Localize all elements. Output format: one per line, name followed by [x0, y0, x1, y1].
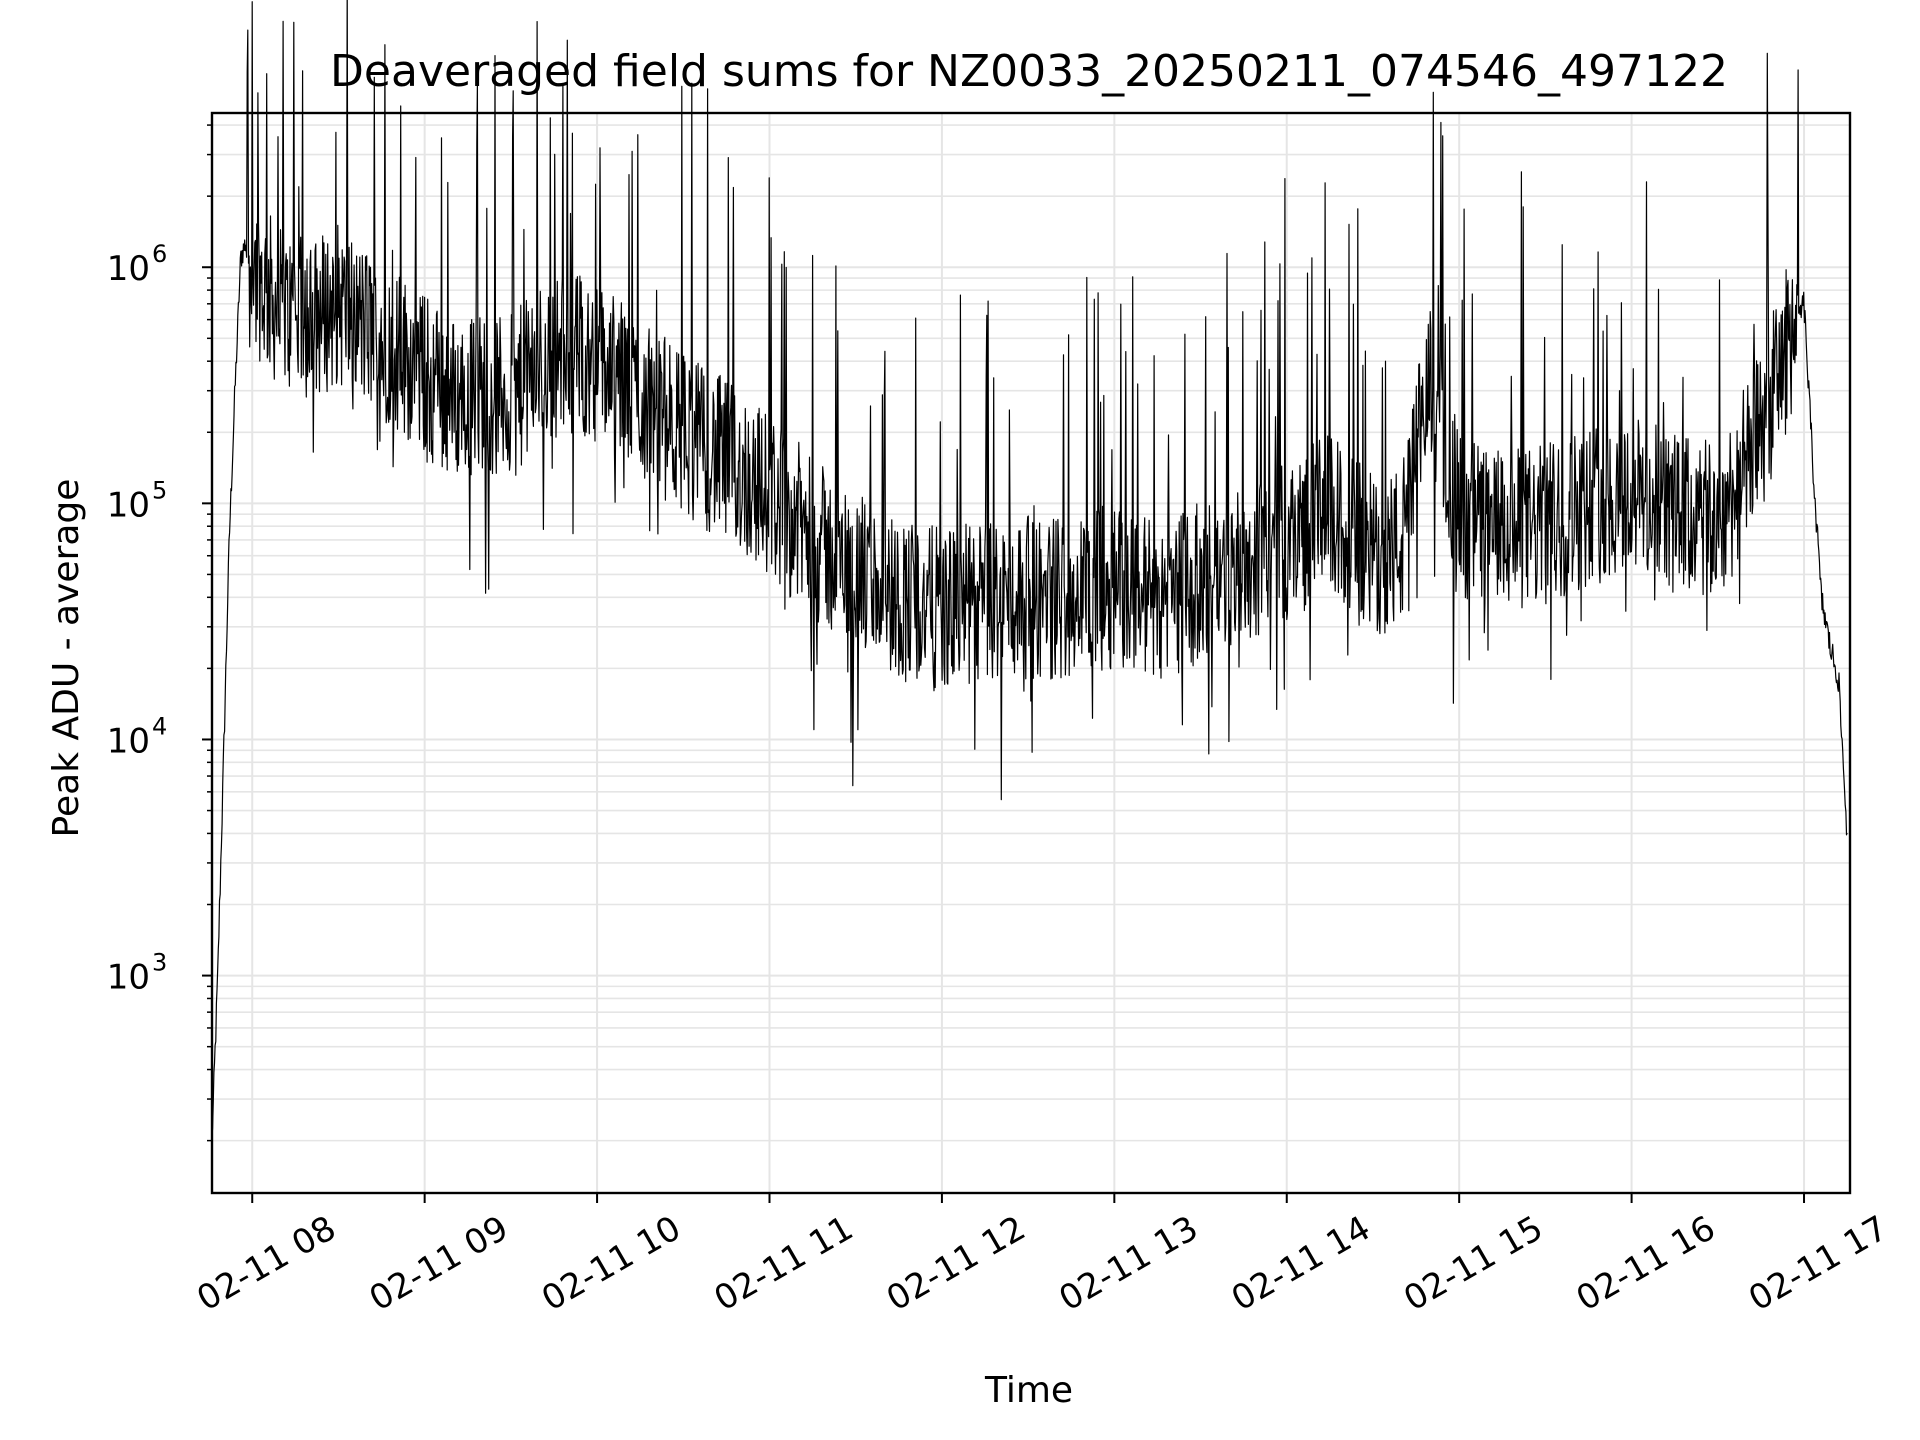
y-tick-exponent: 3 [152, 949, 167, 977]
x-tick-label: 02-11 11 [708, 1208, 860, 1319]
y-tick-exponent: 6 [152, 240, 167, 268]
x-tick-label: 02-11 13 [1052, 1208, 1204, 1319]
x-tick-label: 02-11 10 [535, 1208, 687, 1319]
y-tick-label: 10 [107, 485, 150, 525]
chart-title: Deaveraged field sums for NZ0033_2025021… [330, 46, 1728, 97]
x-tick-label: 02-11 12 [880, 1208, 1032, 1319]
y-tick-exponent: 5 [152, 476, 167, 504]
y-tick-label: 10 [107, 958, 150, 998]
y-axis-label: Peak ADU - average [46, 479, 87, 838]
x-tick-label: 02-11 16 [1570, 1208, 1722, 1319]
y-tick-label: 10 [107, 721, 150, 761]
x-axis-label: Time [984, 1370, 1073, 1411]
y-tick-label: 10 [107, 249, 150, 289]
x-tick-label: 02-11 17 [1742, 1208, 1894, 1319]
grid [212, 113, 1850, 1193]
series-line [211, 0, 1848, 1137]
x-tick-label: 02-11 09 [363, 1208, 515, 1319]
plot-frame [210, 111, 1852, 1195]
x-tick-label: 02-11 08 [190, 1208, 342, 1319]
y-tick-exponent: 4 [152, 712, 167, 740]
x-tick-label: 02-11 15 [1397, 1208, 1549, 1319]
x-tick-label: 02-11 14 [1225, 1208, 1377, 1319]
